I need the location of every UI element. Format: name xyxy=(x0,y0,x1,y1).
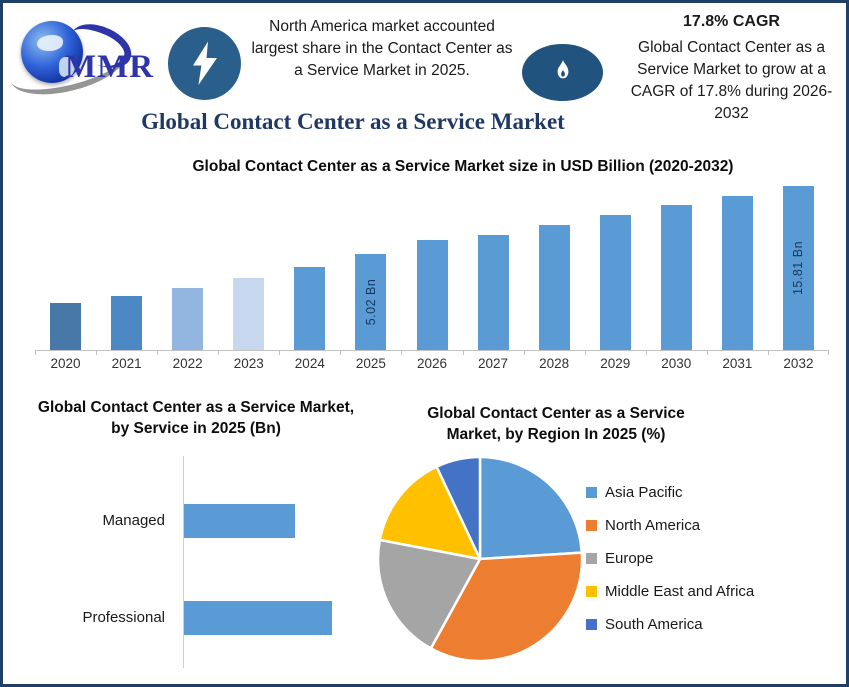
legend-label: South America xyxy=(605,615,703,633)
bar-2023 xyxy=(233,278,265,350)
axis-tick xyxy=(828,351,829,355)
axis-tick xyxy=(645,351,647,355)
x-axis-labels: 2020 2021 2022 2023 2024 2025 2026 2027 2028 2029… xyxy=(35,356,829,374)
x-axis-label-2027: 2027 xyxy=(478,356,509,371)
axis-tick xyxy=(401,351,403,355)
x-axis-line xyxy=(35,350,829,355)
bar-2028 xyxy=(538,225,570,350)
legend-item-middle-east-and-africa: Middle East and Africa xyxy=(586,580,754,602)
x-axis-label-2023: 2023 xyxy=(233,356,264,371)
axis-tick xyxy=(218,351,220,355)
pie-slice-middle-east-and-africa xyxy=(378,465,482,561)
axis-tick xyxy=(462,351,464,355)
north-america-note: North America market accounted largest s… xyxy=(251,18,513,79)
logo-text: MMR xyxy=(65,49,155,85)
bar-2029 xyxy=(599,215,631,350)
legend-label: North America xyxy=(605,516,701,534)
pie-slice-south-america xyxy=(435,455,482,561)
service-bar-chart xyxy=(184,456,354,668)
x-axis-label-2032: 2032 xyxy=(783,356,814,371)
bar-2032: 15.81 Bn xyxy=(782,186,814,350)
region-pie-chart xyxy=(376,455,584,663)
category-label-professional: Professional xyxy=(82,609,165,626)
axis-tick xyxy=(157,351,159,355)
legend-swatch xyxy=(586,585,597,597)
legend-label: Middle East and Africa xyxy=(605,582,755,600)
axis-tick xyxy=(340,351,342,355)
x-axis-label-2021: 2021 xyxy=(111,356,142,371)
page-title: Global Contact Center as a Service Marke… xyxy=(141,109,565,134)
x-axis-label-2025: 2025 xyxy=(355,356,386,371)
axis-tick xyxy=(96,351,98,355)
x-axis-label-2031: 2031 xyxy=(722,356,753,371)
lightning-icon xyxy=(168,27,241,100)
cagr-text: Global Contact Center as a Service Marke… xyxy=(630,39,833,122)
legend-swatch xyxy=(586,618,597,630)
x-axis-label-2030: 2030 xyxy=(661,356,692,371)
bar-2030 xyxy=(660,205,692,350)
axis-tick xyxy=(584,351,586,355)
bar-2027 xyxy=(477,235,509,350)
x-axis-label-2022: 2022 xyxy=(172,356,203,371)
x-axis-label-2028: 2028 xyxy=(539,356,570,371)
x-axis-label-2026: 2026 xyxy=(416,356,447,371)
bar-2025: 5.02 Bn xyxy=(355,254,387,350)
category-label-managed: Managed xyxy=(102,512,165,529)
mmr-logo: MMR xyxy=(4,13,165,105)
flame-icon xyxy=(522,44,603,101)
market-size-bar-chart: 5.02 Bn 15.81 Bn xyxy=(35,173,829,350)
bar-2026 xyxy=(416,240,448,350)
globe-land-shape xyxy=(37,35,63,51)
bar-managed xyxy=(184,504,295,538)
bar-value-label-2025: 5.02 Bn xyxy=(363,278,378,326)
service-chart-axis-line xyxy=(183,456,184,668)
globe-icon xyxy=(21,21,83,83)
legend-swatch xyxy=(586,486,597,498)
cagr-title: 17.8% CAGR xyxy=(683,13,780,30)
legend-item-south-america: South America xyxy=(586,613,754,635)
axis-tick xyxy=(706,351,708,355)
pie-slice-asia-pacific xyxy=(478,455,584,561)
pie-legend: Asia Pacific North America Europe Middle Ea… xyxy=(586,481,754,635)
legend-item-europe: Europe xyxy=(586,547,754,569)
axis-tick xyxy=(35,351,36,355)
bar-2031 xyxy=(721,196,753,350)
x-axis-label-2029: 2029 xyxy=(600,356,631,371)
service-chart-title: Global Contact Center as a Service Marke… xyxy=(37,399,355,437)
bar-2024 xyxy=(294,267,326,350)
legend-swatch xyxy=(586,519,597,531)
globe-land-shape xyxy=(59,57,75,77)
service-chart-category-labels: Managed Professional xyxy=(58,456,173,668)
market-size-chart-title: Global Contact Center as a Service Marke… xyxy=(192,158,734,175)
cagr-callout: 17.8% CAGR Global Contact Center as a Se… xyxy=(615,13,846,125)
axis-tick xyxy=(523,351,525,355)
bar-2021 xyxy=(111,296,143,350)
bar-professional xyxy=(184,601,332,635)
axis-tick xyxy=(279,351,281,355)
x-axis-label-2024: 2024 xyxy=(294,356,325,371)
x-axis-label-2020: 2020 xyxy=(50,356,81,371)
legend-label: Asia Pacific xyxy=(605,483,683,501)
pie-slice-europe xyxy=(376,538,482,650)
legend-item-north-america: North America xyxy=(586,514,754,536)
legend-label: Europe xyxy=(605,549,654,567)
region-chart-title: Global Contact Center as a Service Marke… xyxy=(427,405,685,443)
bar-2022 xyxy=(172,288,204,350)
axis-tick xyxy=(767,351,769,355)
bar-value-label-2032: 15.81 Bn xyxy=(791,240,806,296)
legend-item-asia-pacific: Asia Pacific xyxy=(586,481,754,503)
legend-swatch xyxy=(586,552,597,564)
bar-2020 xyxy=(50,303,82,350)
